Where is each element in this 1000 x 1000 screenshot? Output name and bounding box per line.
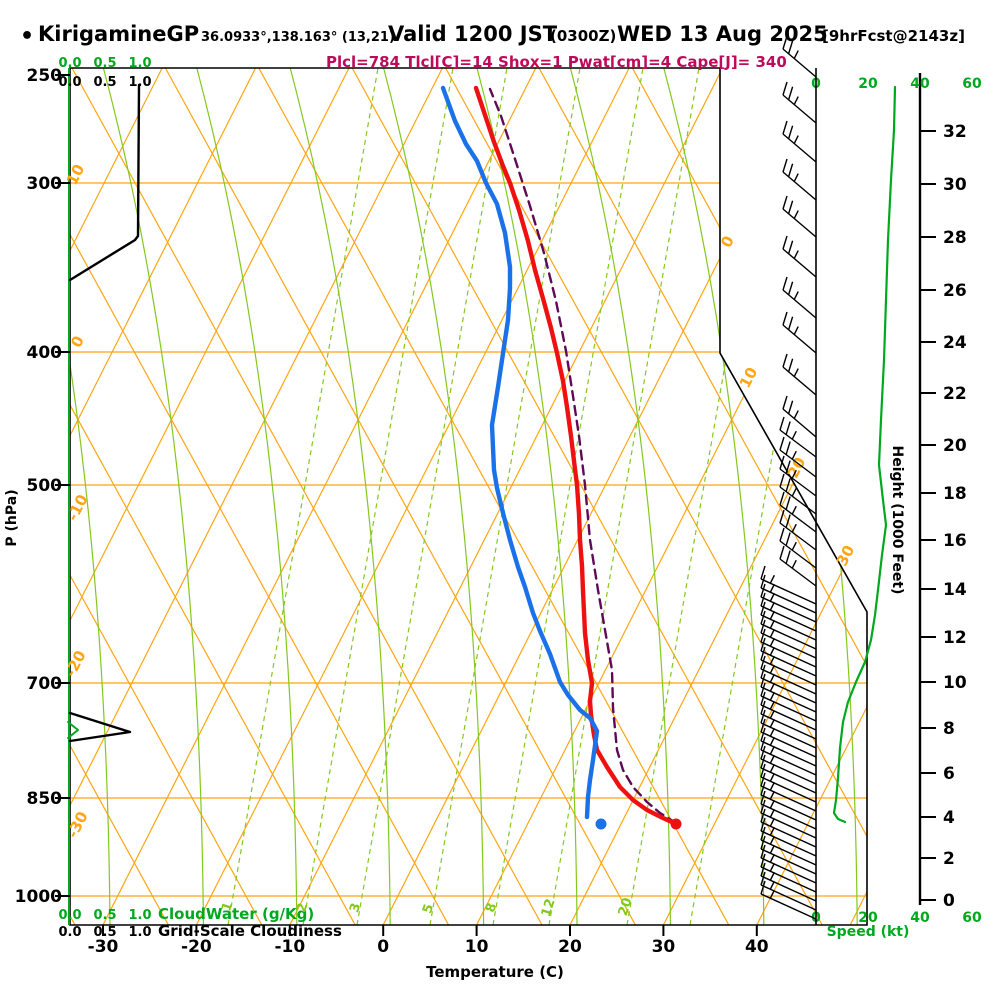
- cloud-scales: 0.0 0.0 0.5 0.5 1.0 1.0 0.0 0.0 0.5 0.5 1.0 1.0 Clou…: [58, 56, 341, 940]
- svg-text:0.5: 0.5: [93, 908, 116, 923]
- station-bullet-icon: •: [20, 24, 35, 49]
- svg-text:700: 700: [27, 674, 63, 694]
- valid-time-utc: (0300Z): [550, 27, 617, 45]
- wind-barbs: [760, 35, 817, 925]
- svg-text:4: 4: [943, 808, 955, 828]
- svg-text:20: 20: [558, 937, 582, 957]
- svg-text:26: 26: [943, 281, 967, 301]
- svg-text:0.0: 0.0: [58, 56, 81, 71]
- svg-text:0.0: 0.0: [58, 75, 81, 90]
- svg-text:1: 1: [219, 900, 236, 913]
- svg-text:400: 400: [27, 343, 63, 363]
- temperature-curve: [473, 85, 677, 826]
- svg-text:1.0: 1.0: [128, 75, 151, 90]
- svg-text:18: 18: [943, 484, 967, 504]
- svg-text:0: 0: [377, 937, 389, 957]
- svg-text:1000: 1000: [15, 887, 62, 907]
- svg-text:3: 3: [347, 901, 364, 914]
- svg-text:22: 22: [943, 384, 967, 404]
- svg-text:Height (1000 Feet): Height (1000 Feet): [889, 446, 905, 595]
- station-name: KirigamineGP: [38, 22, 200, 46]
- stability-indices: Plcl=784 Tlcl[C]=14 Shox=1 Pwat[cm]=4 Ca…: [326, 53, 787, 71]
- svg-text:0.0: 0.0: [58, 908, 81, 923]
- svg-text:14: 14: [943, 580, 967, 600]
- svg-text:10: 10: [465, 937, 489, 957]
- svg-text:28: 28: [943, 228, 967, 248]
- svg-text:-30: -30: [88, 937, 119, 957]
- svg-text:-10: -10: [63, 492, 91, 524]
- forecast-run-info: [9hrFcst@2143z]: [822, 27, 965, 45]
- svg-text:0.5: 0.5: [93, 56, 116, 71]
- svg-text:Speed (kt): Speed (kt): [827, 924, 910, 940]
- svg-text:1.0: 1.0: [128, 925, 151, 940]
- svg-text:-30: -30: [63, 809, 91, 841]
- svg-text:-10: -10: [274, 937, 305, 957]
- svg-text:20: 20: [858, 76, 878, 92]
- temperature-axis: -30 -20 -10 0 10 20 30 40 Temperature (C): [88, 925, 769, 981]
- svg-text:1.0: 1.0: [128, 908, 151, 923]
- svg-text:20: 20: [616, 896, 636, 918]
- svg-text:0.0: 0.0: [58, 925, 81, 940]
- svg-text:2: 2: [294, 901, 311, 914]
- svg-text:60: 60: [962, 76, 982, 92]
- svg-text:10: 10: [943, 673, 967, 693]
- surface-dewpoint-dot: [595, 818, 607, 830]
- valid-date: WED 13 Aug 2025: [617, 22, 828, 46]
- svg-text:2: 2: [943, 849, 955, 869]
- svg-text:6: 6: [943, 764, 955, 784]
- svg-text:250: 250: [27, 66, 63, 86]
- svg-text:30: 30: [833, 542, 859, 569]
- svg-text:300: 300: [27, 174, 63, 194]
- svg-text:40: 40: [910, 910, 930, 926]
- svg-text:-20: -20: [61, 648, 89, 680]
- svg-text:8: 8: [943, 719, 955, 739]
- svg-text:20: 20: [858, 910, 878, 926]
- pressure-axis: 250 300 400 500 700 850 1000 P (hPa): [4, 66, 70, 907]
- svg-text:850: 850: [27, 789, 63, 809]
- svg-text:24: 24: [943, 333, 967, 353]
- svg-text:0: 0: [943, 891, 955, 911]
- svg-text:40: 40: [745, 937, 769, 957]
- svg-text:500: 500: [27, 476, 63, 496]
- svg-text:40: 40: [910, 76, 930, 92]
- svg-text:30: 30: [943, 175, 967, 195]
- svg-text:P (hPa): P (hPa): [4, 489, 20, 546]
- svg-text:12: 12: [539, 897, 559, 919]
- profile-curves: [67, 83, 897, 824]
- svg-text:12: 12: [943, 628, 967, 648]
- plot-border: [68, 67, 868, 926]
- svg-text:-20: -20: [181, 937, 212, 957]
- svg-text:60: 60: [962, 910, 982, 926]
- dewpoint-curve: [440, 85, 600, 820]
- svg-text:20: 20: [943, 436, 967, 456]
- station-coordinates: 36.0933°,138.163° (13,21): [201, 30, 395, 45]
- svg-text:16: 16: [943, 531, 967, 551]
- svg-text:32: 32: [943, 122, 967, 142]
- svg-text:0.5: 0.5: [93, 925, 116, 940]
- svg-text:Grid-Scale Cloudiness: Grid-Scale Cloudiness: [158, 922, 342, 940]
- valid-time: Valid 1200 JST: [388, 22, 558, 46]
- svg-text:0.5: 0.5: [93, 75, 116, 90]
- svg-text:10: 10: [63, 161, 89, 188]
- svg-text:30: 30: [652, 937, 676, 957]
- svg-text:1.0: 1.0: [128, 56, 151, 71]
- svg-text:Temperature (C): Temperature (C): [426, 963, 564, 981]
- parcel-curve: [488, 87, 678, 825]
- surface-temperature-dot: [670, 818, 682, 830]
- svg-text:8: 8: [483, 901, 500, 914]
- svg-text:CloudWater (g/Kg): CloudWater (g/Kg): [158, 905, 314, 923]
- green-grid: [70, 68, 867, 925]
- svg-text:5: 5: [420, 902, 437, 915]
